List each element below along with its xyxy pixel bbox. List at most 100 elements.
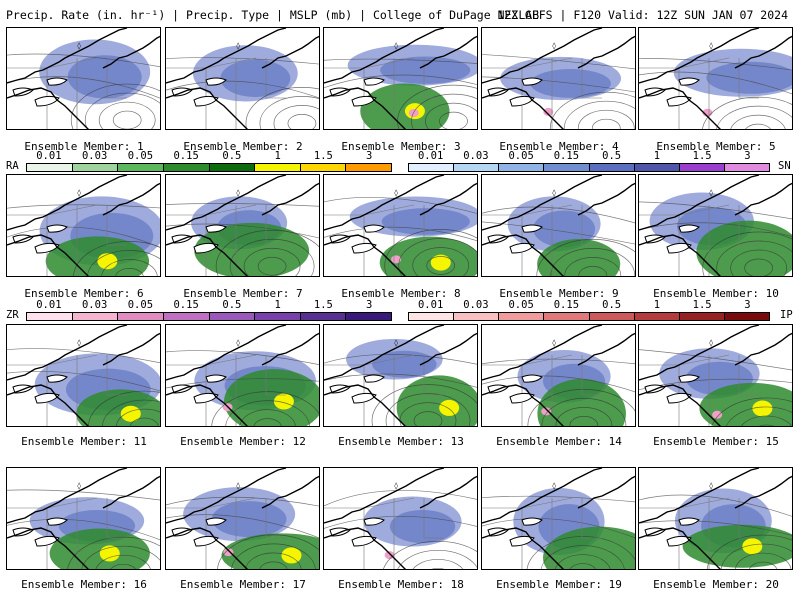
coastline (639, 28, 792, 129)
colorbar-swatch (209, 313, 256, 320)
svg-text:◊: ◊ (394, 42, 398, 50)
svg-text:◊: ◊ (236, 189, 240, 197)
type-label-ra: RA (6, 160, 19, 172)
borders (166, 204, 286, 276)
colorbar-tick-label: 3 (365, 150, 373, 162)
svg-text:◊: ◊ (709, 189, 713, 197)
isobars (324, 490, 477, 569)
colorbar-tick-label: 1 (274, 299, 281, 311)
precip-field (674, 488, 792, 568)
isobars (639, 58, 792, 129)
colorbar-swatch (27, 164, 73, 171)
coastline (639, 468, 792, 569)
isobars (7, 348, 160, 426)
precip-field (346, 338, 477, 426)
borders (482, 204, 602, 276)
colorbar-swatch (409, 164, 455, 171)
colorbar-swatch (634, 313, 680, 320)
precip-field (34, 353, 160, 426)
colorbar-tick-label: 0.03 (81, 150, 108, 162)
borders (166, 497, 286, 569)
borders (166, 57, 286, 129)
ensemble-panel-20: ◊ (638, 467, 793, 570)
isobars (166, 496, 319, 569)
coastline (324, 175, 477, 276)
isobars (639, 201, 792, 276)
colorbar-ticks: 0.01 0.03 0.05 0.15 0.5 1 1.5 3 (26, 150, 392, 163)
colorbar-swatch (346, 313, 391, 320)
precip-field (363, 496, 462, 560)
ensemble-panel-5: ◊ (638, 27, 793, 130)
colorbar-tick-label: 0.5 (602, 150, 622, 162)
colorbar-tick-label: 1 (274, 150, 281, 162)
ensemble-member-label: Ensemble Member: 11 (21, 435, 147, 448)
ensemble-member-label: Ensemble Member: 5 (656, 140, 776, 153)
ensemble-panel-19: ◊ (481, 467, 636, 570)
colorbar-swatches (408, 312, 770, 321)
colorbar-tick-label: 0.15 (173, 299, 199, 311)
colorbar-ticks: 0.01 0.03 0.05 0.15 0.5 1 1.5 3 (26, 299, 392, 312)
precip-field (349, 196, 477, 276)
ensemble-member-label: Ensemble Member: 9 (499, 287, 619, 300)
colorbar-swatch (634, 164, 680, 171)
precip-field (192, 45, 298, 102)
ensemble-member-label: Ensemble Member: 1 (24, 140, 144, 153)
coastline (482, 468, 635, 569)
precip-field (191, 196, 310, 276)
ensemble-panel-6: ◊ (6, 174, 161, 277)
borders (7, 57, 127, 129)
ensemble-member-label: Ensemble Member: 6 (24, 287, 144, 300)
borders (324, 57, 444, 129)
header-title: Precip. Rate (in. hr⁻¹) | Precip. Type |… (6, 8, 540, 22)
colorbar-swatch (724, 313, 769, 320)
colorbar-freezing-rain: 0.01 0.03 0.05 0.15 0.5 1 1.5 3 (26, 299, 392, 325)
borders (482, 354, 602, 426)
ensemble-member-label: Ensemble Member: 16 (21, 578, 147, 591)
borders (7, 497, 127, 569)
borders (639, 497, 759, 569)
colorbar-tick-label: 0.05 (508, 150, 534, 162)
colorbar-swatch (255, 313, 301, 320)
header-run-info: 12Z GEFS | F120 Valid: 12Z SUN JAN 07 20… (497, 8, 788, 22)
svg-text:◊: ◊ (552, 189, 556, 197)
svg-text:◊: ◊ (236, 42, 240, 50)
coastline (7, 325, 160, 426)
colorbar-swatches (408, 163, 770, 172)
svg-text:◊: ◊ (394, 189, 398, 197)
colorbar-tick-label: 0.5 (222, 299, 242, 311)
svg-text:◊: ◊ (236, 339, 240, 347)
colorbar-tick-label: 0.5 (602, 299, 622, 311)
precip-field (183, 487, 319, 569)
borders (166, 354, 286, 426)
svg-text:◊: ◊ (77, 189, 81, 197)
ensemble-member-label: Ensemble Member: 3 (341, 140, 461, 153)
ensemble-panel-2: ◊ (165, 27, 320, 130)
borders (7, 204, 127, 276)
colorbar-tick-label: 0.03 (81, 299, 108, 311)
colorbar-tick-label: 0.15 (553, 299, 580, 311)
colorbar-sleet: 0.01 0.03 0.05 0.15 0.5 1 1.5 3 (408, 299, 770, 325)
colorbar-tick-label: 3 (744, 299, 751, 311)
colorbar-swatch (679, 313, 725, 320)
colorbar-tick-label: 1.5 (313, 150, 333, 162)
ensemble-panel-11: ◊ (6, 324, 161, 427)
isobars (7, 489, 160, 569)
borders (324, 497, 444, 569)
precip-field (39, 39, 151, 105)
isobars (7, 53, 160, 129)
svg-text:◊: ◊ (709, 42, 713, 50)
colorbar-tick-label: 0.01 (36, 299, 62, 311)
colorbar-ticks: 0.01 0.03 0.05 0.15 0.5 1 1.5 3 (408, 299, 770, 312)
ensemble-panel-14: ◊ (481, 324, 636, 427)
colorbar-swatch (724, 164, 769, 171)
isobars (166, 57, 319, 129)
colorbar-tick-label: 0.05 (127, 299, 154, 311)
coastline (324, 325, 477, 426)
ensemble-member-label: Ensemble Member: 12 (180, 435, 306, 448)
coastline (166, 175, 319, 276)
coastline (324, 468, 477, 569)
lakes (171, 517, 227, 547)
colorbar-swatches (26, 312, 392, 321)
svg-text:◊: ◊ (709, 482, 713, 490)
svg-text:◊: ◊ (77, 42, 81, 50)
